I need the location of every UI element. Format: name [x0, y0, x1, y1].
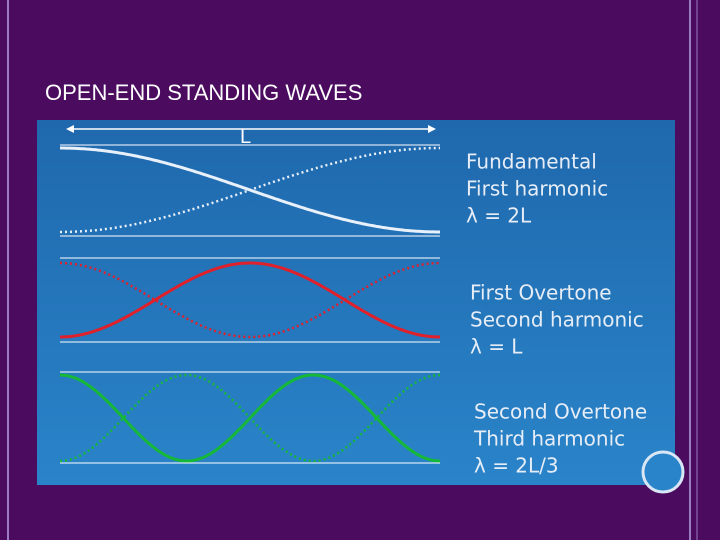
harmonic-label: Second harmonic: [470, 308, 644, 332]
harmonic-label: First harmonic: [466, 177, 608, 201]
harmonic-label: λ = L: [470, 335, 523, 359]
wave-dotted: [59, 373, 441, 463]
wave-dotted: [60, 261, 440, 339]
harmonic-label: λ = 2L/3: [474, 454, 559, 478]
harmonic-label: Fundamental: [466, 150, 597, 174]
wave-solid: [60, 261, 440, 339]
harmonic-label: λ = 2L: [466, 204, 532, 228]
harmonic-label: Third harmonic: [473, 427, 625, 451]
wave-dotted: [60, 146, 440, 234]
length-label: L: [240, 126, 251, 148]
harmonic-label: First Overtone: [470, 281, 612, 305]
harmonic-label: Second Overtone: [474, 400, 647, 424]
decor-circle: [641, 450, 685, 494]
diagram-panel: [37, 120, 675, 485]
waves: L: [66, 125, 436, 148]
slide-title: OPEN-END STANDING WAVES: [45, 80, 362, 105]
